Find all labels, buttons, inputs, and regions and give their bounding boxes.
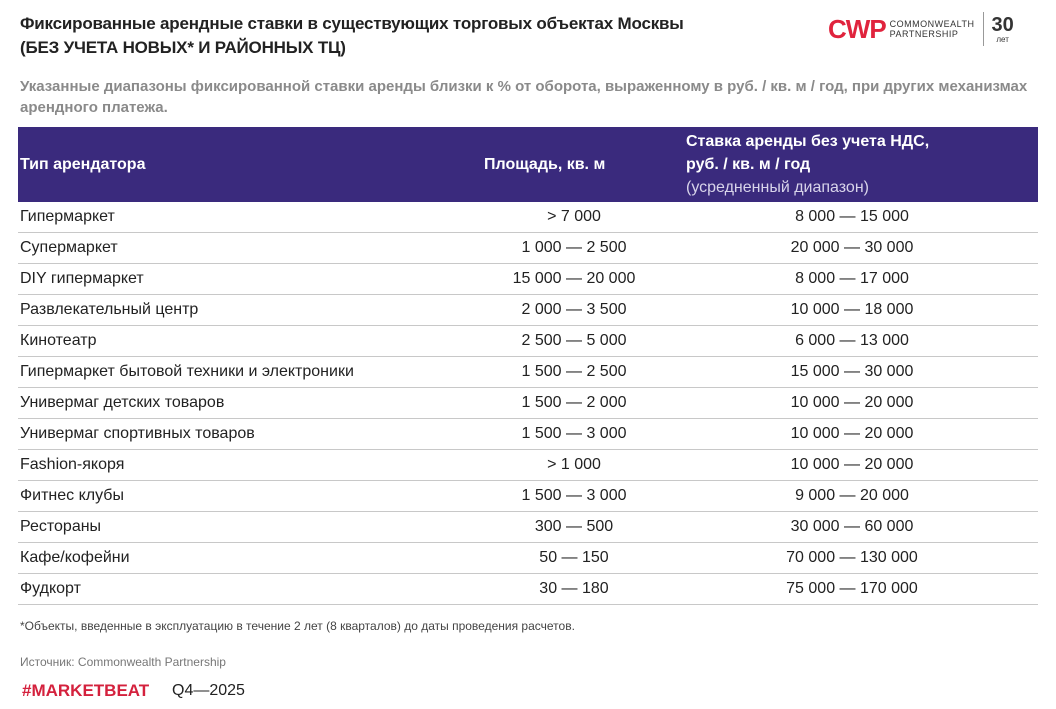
table-cell: 10 000 — 20 000 — [666, 418, 1038, 450]
column-header: Площадь, кв. м — [484, 156, 606, 173]
header-line: Ставка аренды без учета НДС, — [686, 133, 930, 150]
table-cell: Кинотеатр — [18, 325, 482, 357]
footnote: *Объекты, введенные в эксплуатацию в теч… — [20, 619, 575, 633]
table-cell: 1 000 — 2 500 — [482, 232, 666, 264]
table-cell: Универмаг детских товаров — [18, 387, 482, 419]
table-cell: Fashion-якоря — [18, 449, 482, 481]
table-cell: Кафе/кофейни — [18, 542, 482, 574]
logo-letters: CWP — [828, 13, 887, 44]
years: 30 — [991, 13, 1014, 36]
column-header: Ставка аренды без учета НДС, руб. / кв. м… — [666, 127, 1038, 202]
table-cell: Фитнес клубы — [18, 480, 482, 512]
table-cell: 20 000 — 30 000 — [666, 232, 1038, 264]
table-cell: 15 000 — 20 000 — [482, 263, 666, 295]
table-cell: 15 000 — 30 000 — [666, 356, 1038, 388]
rent-table: Тип арендатора Площадь, кв. м Ставка аре… — [18, 127, 1038, 605]
table-cell: > 1 000 — [482, 449, 666, 481]
table-cell: 10 000 — 18 000 — [666, 294, 1038, 326]
table-cell: 10 000 — 20 000 — [666, 387, 1038, 419]
table-row: Рестораны 300 — 500 30 000 — 60 000 — [18, 511, 1038, 543]
brand: #MARKETBEAT — [22, 681, 150, 700]
table-cell: 10 000 — 20 000 — [666, 449, 1038, 481]
table-cell: 50 — 150 — [482, 542, 666, 574]
table-row: Универмаг детских товаров 1 500 — 2 000 10… — [18, 387, 1038, 419]
table-cell: Развлекательный центр — [18, 294, 482, 326]
years-unit: лет — [996, 34, 1009, 44]
table-cell: Гипермаркет бытовой техники и электроник… — [18, 356, 482, 388]
column-header: Тип арендатора — [20, 156, 146, 173]
table-cell: 30 — 180 — [482, 573, 666, 605]
header-row: Тип арендатора Площадь, кв. м Ставка аре… — [18, 127, 1038, 202]
table-body: Гипермаркет > 7 000 8 000 — 15 000 Супермар… — [18, 202, 1038, 605]
table-cell: Рестораны — [18, 511, 482, 543]
table-row: Гипермаркет бытовой техники и электроник… — [18, 356, 1038, 388]
header-line: руб. / кв. м / год — [686, 156, 811, 173]
table-cell: 1 500 — 2 000 — [482, 387, 666, 419]
table-cell: 1 500 — 3 000 — [482, 418, 666, 450]
table-row: Развлекательный центр 2 000 — 3 500 10 000… — [18, 294, 1038, 326]
table-cell: 1 500 — 2 500 — [482, 356, 666, 388]
period: Q4—2025 — [172, 682, 245, 699]
table-row: Фитнес клубы 1 500 — 3 000 9 000 — 20 000 — [18, 480, 1038, 512]
table-cell: 9 000 — 20 000 — [666, 480, 1038, 512]
table-row: Кинотеатр 2 500 — 5 000 6 000 — 13 000 — [18, 325, 1038, 357]
table-row: Fashion-якоря > 1 000 10 000 — 20 000 — [18, 449, 1038, 481]
table-row: Кафе/кофейни 50 — 150 70 000 — 130 000 — [18, 542, 1038, 574]
table-cell: 70 000 — 130 000 — [666, 542, 1038, 574]
table-row: DIY гипермаркет 15 000 — 20 000 8 000 — 17… — [18, 263, 1038, 295]
table-cell: 75 000 — 170 000 — [666, 573, 1038, 605]
anniversary: 30 лет — [992, 15, 1014, 44]
table-row: Универмаг спортивных товаров 1 500 — 3 00… — [18, 418, 1038, 450]
divider — [982, 12, 984, 46]
table-cell: 1 500 — 3 000 — [482, 480, 666, 512]
table-row: Фудкорт 30 — 180 75 000 — 170 000 — [18, 573, 1038, 605]
table-cell: Универмаг спортивных товаров — [18, 418, 482, 450]
table-cell: 8 000 — 17 000 — [666, 263, 1038, 295]
table-cell: 8 000 — 15 000 — [666, 202, 1038, 233]
table-cell: 6 000 — 13 000 — [666, 325, 1038, 357]
title-line: (БЕЗ УЧЕТА НОВЫХ* И РАЙОННЫХ ТЦ) — [20, 38, 346, 57]
logo: CWP COMMONWEALTH PARTNERSHIP 30 лет — [828, 12, 1014, 46]
table-cell: > 7 000 — [482, 202, 666, 233]
source: Источник: Commonwealth Partnership — [20, 655, 226, 669]
title-line: Фиксированные арендные ставки в существу… — [20, 14, 684, 33]
table-cell: 300 — 500 — [482, 511, 666, 543]
subtitle: Указанные диапазоны фиксированной ставки… — [20, 78, 1028, 116]
table-cell: 2 000 — 3 500 — [482, 294, 666, 326]
table-row: Гипермаркет > 7 000 8 000 — 15 000 — [18, 202, 1038, 233]
header-note: (усредненный диапазон) — [686, 179, 869, 196]
table-cell: DIY гипермаркет — [18, 263, 482, 295]
table-cell: Гипермаркет — [18, 202, 482, 233]
table-cell: 30 000 — 60 000 — [666, 511, 1038, 543]
logo-name: COMMONWEALTH PARTNERSHIP — [890, 19, 975, 39]
table-cell: Супермаркет — [18, 232, 482, 264]
title: Фиксированные арендные ставки в существу… — [20, 12, 684, 60]
logo-name-line: PARTNERSHIP — [889, 29, 959, 39]
table-cell: Фудкорт — [18, 573, 482, 605]
table-header: Тип арендатора Площадь, кв. м Ставка аре… — [18, 127, 1038, 202]
table-row: Супермаркет 1 000 — 2 500 20 000 — 30 000 — [18, 232, 1038, 264]
table-cell: 2 500 — 5 000 — [482, 325, 666, 357]
logo-name-line: COMMONWEALTH — [889, 19, 975, 29]
